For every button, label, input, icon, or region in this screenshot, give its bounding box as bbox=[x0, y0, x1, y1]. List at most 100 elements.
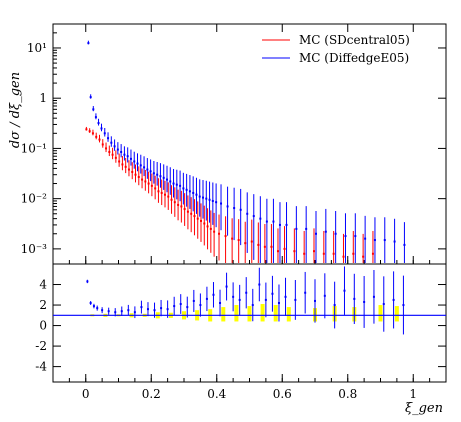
sdcentral-point bbox=[303, 252, 306, 255]
sdcentral-point bbox=[193, 215, 196, 218]
diffedge-point bbox=[233, 207, 236, 210]
ratio-points-layer bbox=[53, 266, 446, 335]
sdcentral-point bbox=[85, 128, 88, 131]
diffedge-point bbox=[123, 153, 126, 156]
ratio-point bbox=[92, 305, 95, 308]
legend: MC (SDcentral05) MC (DiffedgeE05) bbox=[262, 33, 410, 65]
sdcentral-point bbox=[88, 130, 91, 133]
diffedge-point bbox=[188, 190, 191, 193]
diffedge-point bbox=[278, 223, 281, 226]
sdcentral-point bbox=[144, 180, 147, 183]
diffedge-point bbox=[94, 116, 97, 119]
diffedge-point bbox=[246, 212, 249, 215]
y-tick-label-ratio: -2 bbox=[35, 339, 47, 353]
diffedge-point bbox=[129, 157, 132, 160]
ratio-point bbox=[86, 280, 89, 283]
y-tick-label-ratio: 4 bbox=[39, 278, 47, 292]
ratio-band-bar bbox=[247, 306, 252, 322]
ratio-band-bar bbox=[273, 305, 278, 322]
y-tick-label-main: 10⁻³ bbox=[21, 242, 48, 256]
ratio-point bbox=[323, 294, 326, 297]
diffedge-point bbox=[354, 235, 357, 238]
diffedge-point bbox=[334, 232, 337, 235]
sdcentral-point bbox=[167, 195, 170, 198]
sdcentral-point bbox=[276, 250, 279, 253]
sdcentral-point bbox=[371, 252, 374, 255]
diffedge-point bbox=[272, 220, 275, 223]
diffedge-point bbox=[116, 148, 119, 151]
sdcentral-point bbox=[342, 255, 345, 258]
diffedge-point bbox=[305, 227, 308, 230]
sdcentral-point bbox=[362, 255, 365, 258]
ratio-band-bar bbox=[394, 306, 399, 322]
sdcentral-point bbox=[213, 230, 216, 233]
y-tick-label-main: 10⁻¹ bbox=[21, 141, 47, 155]
ratio-point bbox=[284, 295, 287, 298]
diffedge-point bbox=[265, 220, 268, 223]
sdcentral-point bbox=[322, 252, 325, 255]
ratio-point bbox=[146, 308, 149, 311]
sdcentral-point bbox=[95, 135, 98, 138]
diffedge-point bbox=[393, 240, 396, 243]
diffedge-point bbox=[92, 108, 95, 111]
sdcentral-point bbox=[224, 235, 227, 238]
y-tick-label-main: 10⁻² bbox=[21, 192, 48, 206]
ratio-point bbox=[314, 299, 316, 302]
diffedge-point bbox=[295, 227, 298, 230]
ratio-point bbox=[127, 309, 130, 312]
ratio-point bbox=[333, 304, 336, 307]
sdcentral-point bbox=[98, 138, 101, 141]
diffedge-point bbox=[344, 235, 347, 238]
ratio-point bbox=[133, 311, 136, 314]
sdcentral-point bbox=[250, 240, 253, 243]
ratio-point bbox=[251, 304, 254, 307]
sdcentral-point bbox=[283, 247, 286, 250]
diffedge-point bbox=[152, 172, 155, 175]
sdcentral-point bbox=[209, 227, 212, 230]
sdcentral-point bbox=[150, 184, 153, 187]
sdcentral-point bbox=[257, 243, 260, 246]
sdcentral-point bbox=[206, 225, 209, 228]
diffedge-point bbox=[179, 184, 182, 187]
diffedge-point bbox=[192, 191, 195, 194]
sdcentral-point bbox=[105, 147, 108, 150]
sdcentral-point bbox=[332, 252, 335, 255]
diffedge-point bbox=[252, 215, 255, 218]
ratio-point bbox=[363, 300, 366, 303]
sdcentral-point bbox=[293, 250, 296, 253]
diffedge-point bbox=[403, 243, 406, 246]
sdcentral-point bbox=[183, 208, 186, 211]
sdcentral-point bbox=[200, 219, 203, 222]
ratio-point bbox=[219, 301, 222, 304]
diffedge-point bbox=[162, 176, 165, 179]
sdcentral-point bbox=[131, 170, 134, 173]
diffedge-point bbox=[315, 232, 317, 235]
sdcentral-point bbox=[121, 163, 124, 166]
sdcentral-point bbox=[270, 245, 273, 248]
diffedge-point bbox=[364, 237, 367, 240]
sdcentral-point bbox=[134, 173, 137, 176]
sdcentral-point bbox=[170, 198, 173, 201]
x-tick-label: 0.6 bbox=[273, 387, 292, 401]
diffedge-point bbox=[87, 42, 90, 45]
sdcentral-point bbox=[163, 193, 166, 196]
sdcentral-point bbox=[237, 239, 240, 242]
legend-label-diffedge: MC (DiffedgeE05) bbox=[299, 51, 409, 65]
ratio-point bbox=[179, 303, 182, 306]
diffedge-point bbox=[169, 180, 172, 183]
ratio-point bbox=[160, 307, 163, 310]
diffedge-point bbox=[133, 160, 136, 163]
x-axis-title: ξ_gen bbox=[405, 401, 443, 416]
ratio-point bbox=[114, 311, 117, 314]
diffedge-point bbox=[182, 187, 185, 190]
ticks-layer: 0 0.2 0.4 0.6 0.8 1 10⁻³ 10⁻² 10⁻¹ 1 10¹ -4 -2 0 2 4 bbox=[21, 24, 447, 401]
diffedge-point bbox=[149, 170, 152, 173]
ratio-point bbox=[264, 298, 267, 301]
ratio-point bbox=[212, 293, 215, 296]
ratio-point bbox=[89, 301, 92, 304]
diffedge-point bbox=[89, 96, 92, 99]
diffedge-point bbox=[172, 182, 175, 185]
ratio-point bbox=[402, 304, 405, 307]
ratio-point bbox=[238, 298, 241, 301]
diffedge-point bbox=[136, 162, 139, 165]
